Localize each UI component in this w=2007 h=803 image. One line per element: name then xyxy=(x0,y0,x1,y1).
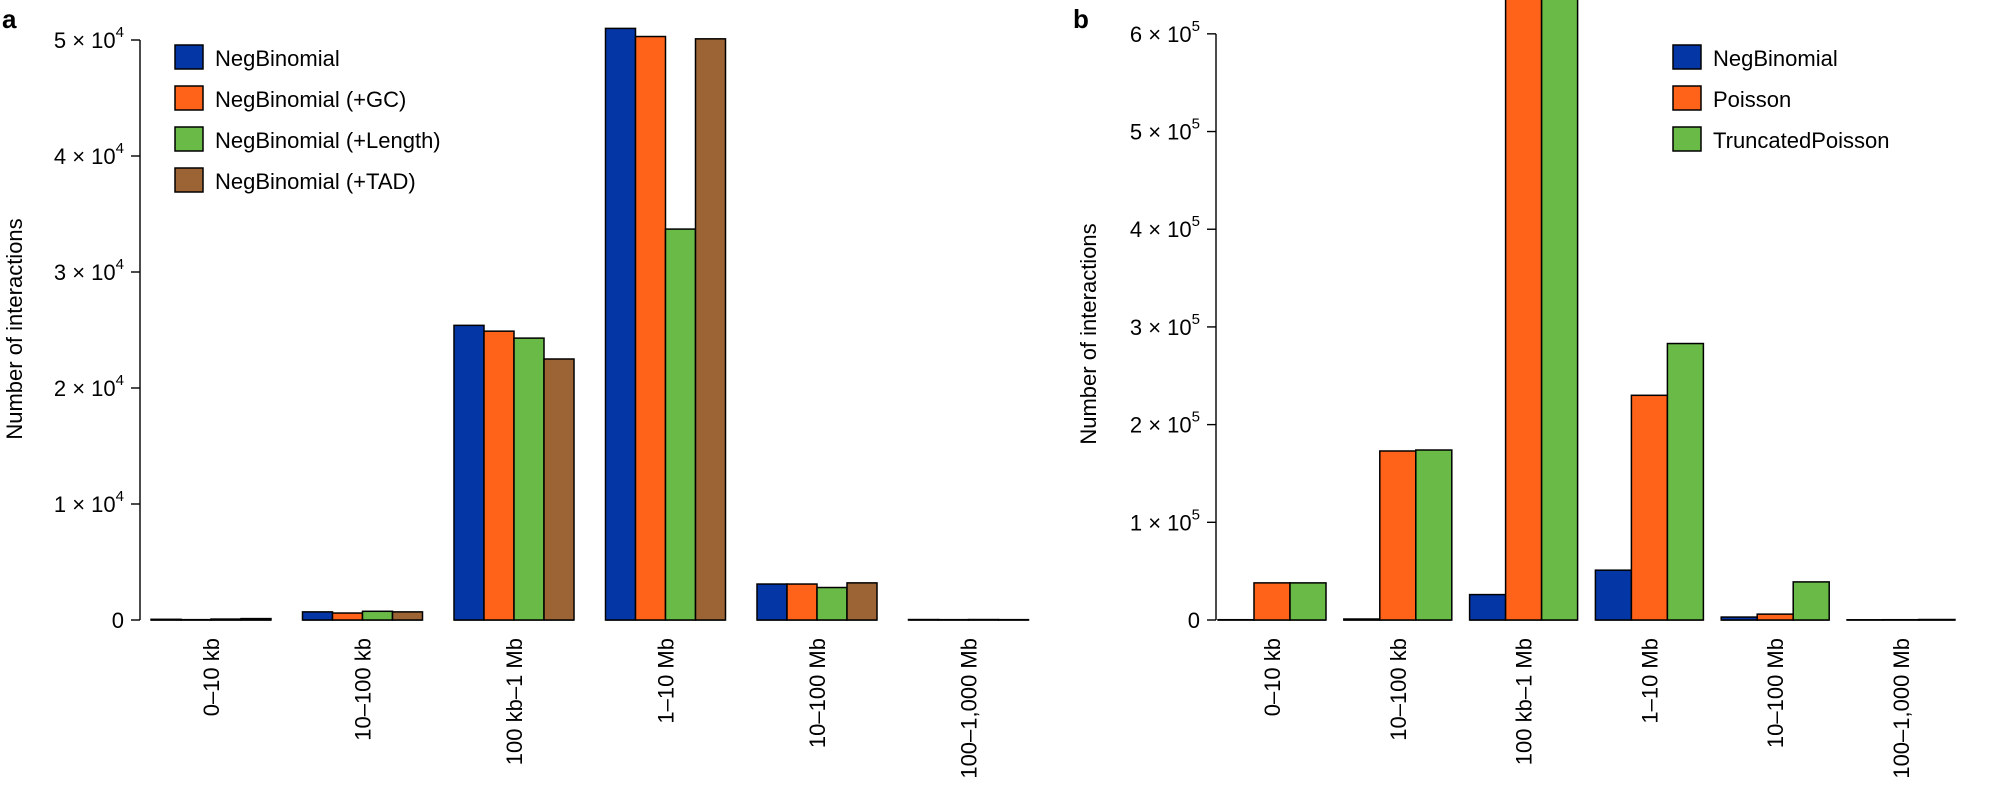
panel-b-x-tick-label: 100 kb–1 Mb xyxy=(1512,638,1537,765)
panel-a-bar-negbinomial-tad-0-10-kb xyxy=(240,617,272,621)
panel-b-bar-truncatedpoisson-0-10-kb xyxy=(1289,582,1327,621)
panel-b-bar-poisson-100-kb-1-mb xyxy=(1504,0,1543,621)
panel-a-bar-negbinomial-1-10-mb xyxy=(604,27,637,621)
panel-b-y-axis-title: Number of interactions xyxy=(1076,223,1101,444)
panel-b-legend-swatch-poisson xyxy=(1672,85,1702,111)
panel-b-legend-swatch-truncatedpoisson xyxy=(1672,126,1702,152)
panel-b-bar-poisson-0-10-kb xyxy=(1253,582,1291,621)
panel-b-x-tick-label: 100–1,000 Mb xyxy=(1889,638,1914,779)
panel-b-legend: NegBinomial Poisson TruncatedPoisson xyxy=(1672,44,1890,153)
panel-b-bar-poisson-1-10-mb xyxy=(1630,394,1669,621)
panel-a-bar-negbinomial-length-10-100-kb xyxy=(361,610,394,621)
panel-a-bar-negbinomial-gc-100-kb-1-mb xyxy=(483,330,515,621)
panel-a-bar-negbinomial-tad-10-100-mb xyxy=(846,582,878,621)
panel-a-y-tick-label: 3 × 104 xyxy=(54,256,124,285)
panel-a-y-tick-label: 4 × 104 xyxy=(54,140,124,169)
panel-a-x-tick-label: 10–100 kb xyxy=(351,638,376,741)
panel-b-bar-poisson-10-100-mb xyxy=(1756,613,1794,621)
panel-b-y-tick-label: 5 × 105 xyxy=(1130,116,1200,145)
panel-b-y-tick-label: 4 × 105 xyxy=(1130,213,1200,242)
panel-b-bar-negbinomial-10-100-mb xyxy=(1720,616,1758,621)
panel-a-y-tick-label: 0 xyxy=(112,608,124,633)
panel-b-plot-area: 0 1 × 105 2 × 105 3 × 105 4 × 105 5 × 105 6 × … xyxy=(1130,0,1956,779)
panel-b-bar-negbinomial-10-100-kb xyxy=(1343,618,1381,621)
panel-a-x-tick-label: 100–1,000 Mb xyxy=(957,638,982,779)
panel-a-label: a xyxy=(2,4,17,34)
panel-a-legend-swatch-negbinomial xyxy=(174,44,204,70)
panel-b-y-tick-label: 3 × 105 xyxy=(1130,311,1200,340)
panel-a-legend-swatch-negbinomial-length xyxy=(174,126,204,152)
panel-a-legend-label-negbinomial-tad: NegBinomial (+TAD) xyxy=(215,169,416,194)
panel-b-legend-label-negbinomial: NegBinomial xyxy=(1713,46,1838,71)
panel-a-bar-negbinomial-gc-10-100-kb xyxy=(331,612,364,621)
panel-a-legend-label-negbinomial-gc: NegBinomial (+GC) xyxy=(215,87,406,112)
panel-b-x-tick-label: 1–10 Mb xyxy=(1637,638,1662,724)
panel-a-y-axis-title: Number of interactions xyxy=(2,218,27,439)
panel-b-bar-truncatedpoisson-100-kb-1-mb xyxy=(1540,0,1579,621)
panel-b-y-tick-label: 2 × 105 xyxy=(1130,409,1200,438)
panel-a-bar-negbinomial-100-kb-1-mb xyxy=(453,324,485,621)
panel-b-y-tick-label: 1 × 105 xyxy=(1130,506,1200,535)
panel-b-x-tick-label: 0–10 kb xyxy=(1260,638,1285,716)
panel-a-chart: a Number of interactions 0 1 × 104 2 × 104… xyxy=(2,4,1030,779)
panel-a-bar-negbinomial-length-100-kb-1-mb xyxy=(513,337,545,621)
panel-a-bar-negbinomial-0-10-kb xyxy=(150,618,182,621)
panel-b-bar-truncatedpoisson-1-10-mb xyxy=(1666,342,1705,621)
panel-a-bar-negbinomial-length-10-100-mb xyxy=(816,586,848,621)
panel-a-legend-swatch-negbinomial-tad xyxy=(174,167,204,193)
panel-b-legend-label-truncatedpoisson: TruncatedPoisson xyxy=(1713,128,1890,153)
panel-a-y-tick-label: 2 × 104 xyxy=(54,372,124,401)
panel-b-x-tick-label: 10–100 Mb xyxy=(1763,638,1788,748)
panel-a-bar-negbinomial-length-1-10-mb xyxy=(664,228,697,621)
panel-b-legend-label-poisson: Poisson xyxy=(1713,87,1791,112)
panel-a-legend: NegBinomial NegBinomial (+GC) NegBinomial … xyxy=(174,44,441,194)
panel-a-legend-label-negbinomial: NegBinomial xyxy=(215,46,340,71)
panel-b-bar-truncatedpoisson-10-100-mb xyxy=(1792,581,1830,621)
panel-a-y-tick-label: 1 × 104 xyxy=(54,488,124,517)
panel-b-label: b xyxy=(1073,4,1089,34)
panel-a-bar-negbinomial-tad-100-kb-1-mb xyxy=(543,358,575,621)
panel-b-chart: b Number of interactions 0 1 × 105 2 × 105… xyxy=(1073,0,1956,779)
panel-b-bar-negbinomial-1-10-mb xyxy=(1594,569,1633,621)
panel-a-x-tick-label: 100 kb–1 Mb xyxy=(502,638,527,765)
panel-a-x-tick-label: 10–100 Mb xyxy=(805,638,830,748)
panel-a-x-tick-label: 0–10 kb xyxy=(199,638,224,716)
panel-b-y-tick-label: 0 xyxy=(1188,608,1200,633)
panel-b-bar-poisson-10-100-kb xyxy=(1379,450,1417,621)
panel-a-bar-negbinomial-gc-1-10-mb xyxy=(634,35,667,621)
panel-a-plot-area: 0 1 × 104 2 × 104 3 × 104 4 × 104 5 × 104 0–10… xyxy=(54,24,1030,779)
panel-a-bar-negbinomial-tad-1-10-mb xyxy=(694,38,727,621)
panel-a-bar-negbinomial-gc-10-100-mb xyxy=(786,583,818,621)
panel-a-y-tick-label: 5 × 104 xyxy=(54,24,124,53)
panel-b-bar-negbinomial-100-kb-1-mb xyxy=(1468,593,1507,621)
panel-a-legend-swatch-negbinomial-gc xyxy=(174,85,204,111)
panel-a-bar-negbinomial-10-100-mb xyxy=(756,583,788,621)
panel-a-legend-label-negbinomial-length: NegBinomial (+Length) xyxy=(215,128,441,153)
panel-a-bar-negbinomial-10-100-kb xyxy=(301,611,334,621)
panel-b-y-tick-label: 6 × 105 xyxy=(1130,18,1200,47)
panel-a-bar-negbinomial-length-0-10-kb xyxy=(210,618,242,621)
panel-b-x-tick-label: 10–100 kb xyxy=(1386,638,1411,741)
panel-a-x-tick-label: 1–10 Mb xyxy=(654,638,679,724)
panel-a-bar-negbinomial-tad-10-100-kb xyxy=(391,611,424,621)
panel-b-bar-truncatedpoisson-10-100-kb xyxy=(1415,449,1453,621)
panel-b-legend-swatch-negbinomial xyxy=(1672,44,1702,70)
